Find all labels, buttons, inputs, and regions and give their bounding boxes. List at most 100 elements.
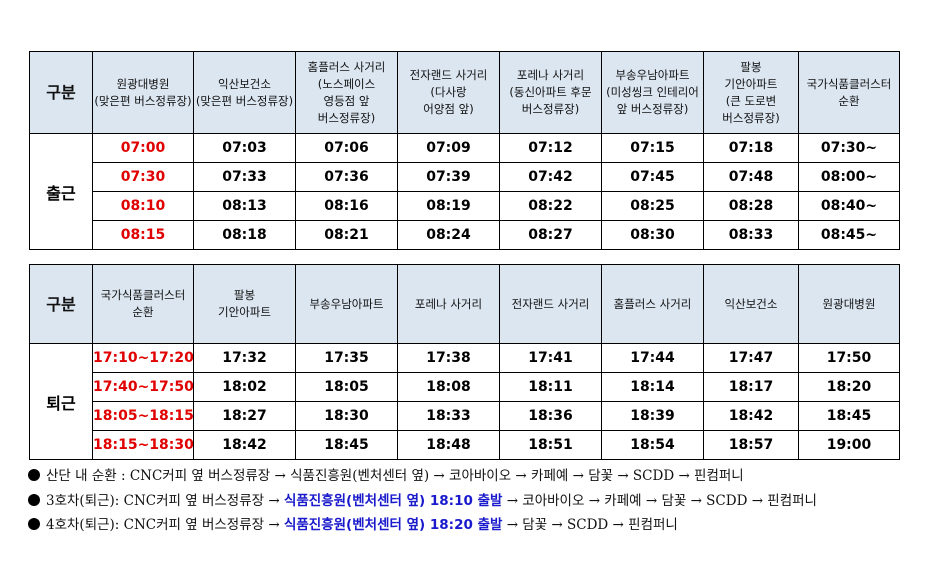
time-cell: 18:51 bbox=[499, 430, 602, 460]
time-cell: 07:06 bbox=[295, 133, 398, 163]
commute-schedule-table: 구분 원광대병원 (맞은편 버스정류장) 익산보건소 (맞은편 버스정류장) 홈플러… bbox=[29, 51, 900, 250]
stop-header: 익산보건소 bbox=[703, 264, 799, 344]
table-row: 18:05~18:15 18:27 18:30 18:33 18:36 18:3… bbox=[30, 401, 900, 431]
bullet-icon bbox=[28, 469, 40, 481]
time-cell: 18:42 bbox=[703, 401, 799, 431]
time-cell: 18:15~18:30 bbox=[92, 430, 194, 460]
stop-header: 포레나 사거리 bbox=[397, 264, 500, 344]
time-cell: 18:30 bbox=[295, 401, 398, 431]
time-cell: 07:39 bbox=[397, 162, 500, 192]
note-line: 3호차(퇴근): CNC커피 옆 버스정류장 → 식품진흥원(벤처센터 옆) 1… bbox=[28, 489, 918, 514]
time-cell: 18:08 bbox=[397, 372, 500, 402]
time-cell: 18:36 bbox=[499, 401, 602, 431]
stop-header: 부송우남아파트 bbox=[295, 264, 398, 344]
time-cell: 18:39 bbox=[601, 401, 704, 431]
time-cell: 17:32 bbox=[193, 343, 296, 373]
stop-header: 원광대병원 (맞은편 버스정류장) bbox=[92, 51, 194, 134]
time-cell: 08:30 bbox=[601, 220, 704, 250]
time-cell: 18:02 bbox=[193, 372, 296, 402]
stop-header: 익산보건소 (맞은편 버스정류장) bbox=[193, 51, 296, 134]
category-header: 구분 bbox=[29, 51, 93, 134]
time-cell: 08:18 bbox=[193, 220, 296, 250]
time-cell: 08:10 bbox=[92, 191, 194, 221]
time-cell: 07:48 bbox=[703, 162, 799, 192]
time-cell: 08:40~ bbox=[798, 191, 900, 221]
note-line: 4호차(퇴근): CNC커피 옆 버스정류장 → 식품진흥원(벤처센터 옆) 1… bbox=[28, 513, 918, 538]
time-cell: 18:54 bbox=[601, 430, 704, 460]
time-cell: 18:57 bbox=[703, 430, 799, 460]
header-row: 구분 원광대병원 (맞은편 버스정류장) 익산보건소 (맞은편 버스정류장) 홈플러… bbox=[29, 51, 900, 134]
table-row: 08:10 08:13 08:16 08:19 08:22 08:25 08:2… bbox=[30, 191, 900, 221]
header-row: 구분 국가식품클러스터 순환 팔봉 기안아파트 부송우남아파트 포레나 사거리 전자… bbox=[29, 264, 900, 344]
time-cell: 08:19 bbox=[397, 191, 500, 221]
time-cell: 17:41 bbox=[499, 343, 602, 373]
time-cell: 18:20 bbox=[798, 372, 900, 402]
time-cell: 07:18 bbox=[703, 133, 799, 163]
stop-header: 홈플러스 사거리 bbox=[601, 264, 704, 344]
table-row: 17:40~17:50 18:02 18:05 18:08 18:11 18:1… bbox=[30, 372, 900, 402]
time-cell: 08:33 bbox=[703, 220, 799, 250]
time-cell: 17:40~17:50 bbox=[92, 372, 194, 402]
time-cell: 18:45 bbox=[798, 401, 900, 431]
time-cell: 18:45 bbox=[295, 430, 398, 460]
time-cell: 07:00 bbox=[92, 133, 194, 163]
category-cell: 퇴근 bbox=[29, 343, 93, 460]
time-cell: 18:11 bbox=[499, 372, 602, 402]
time-cell: 17:44 bbox=[601, 343, 704, 373]
time-cell: 17:35 bbox=[295, 343, 398, 373]
time-cell: 18:17 bbox=[703, 372, 799, 402]
time-cell: 08:15 bbox=[92, 220, 194, 250]
time-cell: 08:22 bbox=[499, 191, 602, 221]
time-cell: 19:00 bbox=[798, 430, 900, 460]
time-cell: 07:33 bbox=[193, 162, 296, 192]
category-header: 구분 bbox=[29, 264, 93, 344]
time-cell: 08:24 bbox=[397, 220, 500, 250]
stop-header: 국가식품클러스터 순환 bbox=[798, 51, 900, 134]
time-cell: 07:30 bbox=[92, 162, 194, 192]
time-cell: 07:42 bbox=[499, 162, 602, 192]
time-cell: 08:21 bbox=[295, 220, 398, 250]
time-cell: 08:28 bbox=[703, 191, 799, 221]
note-line: 산단 내 순환 : CNC커피 옆 버스정류장 → 식품진흥원(벤처센터 옆) … bbox=[28, 464, 918, 489]
table-row: 18:15~18:30 18:42 18:45 18:48 18:51 18:5… bbox=[30, 430, 900, 460]
time-cell: 08:16 bbox=[295, 191, 398, 221]
time-cell: 18:14 bbox=[601, 372, 704, 402]
time-cell: 08:13 bbox=[193, 191, 296, 221]
table-row: 07:30 07:33 07:36 07:39 07:42 07:45 07:4… bbox=[30, 162, 900, 192]
time-cell: 07:36 bbox=[295, 162, 398, 192]
time-cell: 18:42 bbox=[193, 430, 296, 460]
time-cell: 18:27 bbox=[193, 401, 296, 431]
time-cell: 07:15 bbox=[601, 133, 704, 163]
time-cell: 07:30~ bbox=[798, 133, 900, 163]
table-row: 08:15 08:18 08:21 08:24 08:27 08:30 08:3… bbox=[30, 220, 900, 250]
time-cell: 07:03 bbox=[193, 133, 296, 163]
time-cell: 08:27 bbox=[499, 220, 602, 250]
time-cell: 08:45~ bbox=[798, 220, 900, 250]
time-cell: 18:33 bbox=[397, 401, 500, 431]
stop-header: 홈플러스 사거리 (노스페이스 영등점 앞 버스정류장) bbox=[295, 51, 398, 134]
time-cell: 17:50 bbox=[798, 343, 900, 373]
category-cell: 출근 bbox=[29, 133, 93, 250]
bullet-icon bbox=[28, 493, 40, 506]
time-cell: 07:45 bbox=[601, 162, 704, 192]
stop-header: 원광대병원 bbox=[798, 264, 900, 344]
time-cell: 07:09 bbox=[397, 133, 500, 163]
time-cell: 18:05 bbox=[295, 372, 398, 402]
time-cell: 18:05~18:15 bbox=[92, 401, 194, 431]
time-cell: 17:47 bbox=[703, 343, 799, 373]
stop-header: 포레나 사거리 (동신아파트 후문 버스정류장) bbox=[499, 51, 602, 134]
return-schedule-table: 구분 국가식품클러스터 순환 팔봉 기안아파트 부송우남아파트 포레나 사거리 전자… bbox=[29, 264, 900, 460]
table-row: 출근 07:00 07:03 07:06 07:09 07:12 07:15 0… bbox=[29, 133, 900, 250]
route-notes: 산단 내 순환 : CNC커피 옆 버스정류장 → 식품진흥원(벤처센터 옆) … bbox=[28, 464, 918, 538]
bullet-icon bbox=[28, 518, 40, 530]
time-cell: 07:12 bbox=[499, 133, 602, 163]
time-cell: 08:00~ bbox=[798, 162, 900, 192]
time-cell: 08:25 bbox=[601, 191, 704, 221]
table-row: 퇴근 17:10~17:20 17:32 17:35 17:38 17:41 1… bbox=[29, 343, 900, 460]
time-cell: 17:10~17:20 bbox=[92, 343, 194, 373]
stop-header: 팔봉 기안아파트 bbox=[193, 264, 296, 344]
stop-header: 국가식품클러스터 순환 bbox=[92, 264, 194, 344]
time-cell: 17:38 bbox=[397, 343, 500, 373]
stop-header: 팔봉 기안아파트 (큰 도로변 버스정류장) bbox=[703, 51, 799, 134]
departure-highlight: 식품진흥원(벤처센터 옆) 18:10 출발 bbox=[283, 492, 503, 509]
